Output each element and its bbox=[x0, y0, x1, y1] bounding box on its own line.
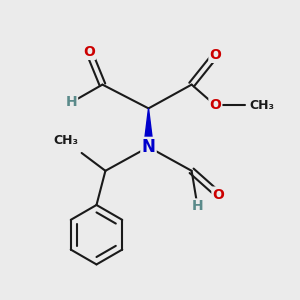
Text: O: O bbox=[83, 45, 95, 59]
Text: H: H bbox=[65, 95, 77, 110]
Text: O: O bbox=[212, 188, 224, 202]
Text: H: H bbox=[192, 200, 203, 214]
Text: CH₃: CH₃ bbox=[250, 99, 274, 112]
Polygon shape bbox=[144, 108, 153, 147]
Text: N: N bbox=[142, 138, 155, 156]
Text: O: O bbox=[209, 98, 221, 112]
Text: CH₃: CH₃ bbox=[54, 134, 79, 147]
Text: O: O bbox=[209, 48, 221, 62]
